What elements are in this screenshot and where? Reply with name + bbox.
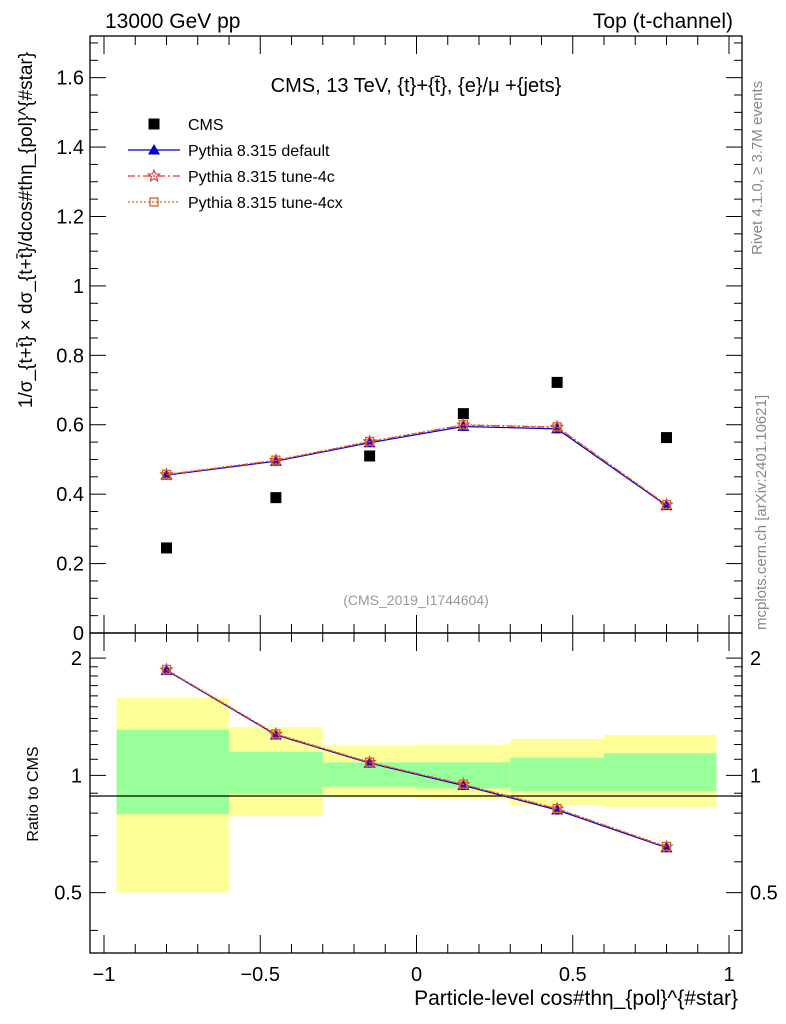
main-point-3-2: [364, 436, 375, 447]
main-ytick-label-4: 0.8: [56, 345, 84, 367]
x-tick-label-3: 0.5: [559, 964, 587, 986]
legend-marker-2: [146, 168, 162, 183]
main-ytick-label-3: 0.6: [56, 415, 84, 437]
main-plot-panel: 0 0.2 0.4 0.6 0.8 1 1.2 1.4 1.6 CMS, 13 TeV, {t}…: [16, 35, 743, 645]
ratio-plot-panel: 0.5 0.5 1 1 2 2 −1 −0.5 0 0.5 1 Ratio to CMS Part…: [25, 632, 778, 1010]
header-right: Top (t-channel): [593, 10, 733, 33]
ratio-point-2-3: [458, 779, 469, 789]
main-marks: [159, 376, 674, 554]
x-tick-label-1: −0.5: [241, 964, 280, 986]
main-point-3-0: [161, 469, 172, 480]
main-watermark: (CMS_2019_I1744604): [343, 592, 489, 608]
main-y-axis-label: 1/σ_{t+t̄} × dσ_{t+t̄}/dcos#thη_{pol}^{#…: [16, 52, 37, 408]
ratio-ytick-label-right-2: 2: [750, 648, 761, 670]
main-series-line-1: [166, 425, 667, 507]
legend-label-1: Pythia 8.315 default: [188, 143, 330, 160]
legend-marker-0: [148, 118, 160, 130]
ratio-band-inner-0: [116, 729, 229, 815]
ratio-band-inner-4: [510, 757, 604, 792]
legend-item-2: Pythia 8.315 tune-4c: [128, 168, 335, 186]
main-ytick-label-5: 1: [73, 276, 84, 298]
rivet-label: Rivet 4.1.0, ≥ 3.7M events: [749, 81, 766, 255]
ratio-point-2-1: [271, 729, 281, 739]
legend-item-0: CMS: [148, 117, 224, 134]
main-ytick-label-0: 0: [73, 623, 84, 645]
main-point-0-1: [270, 492, 282, 504]
ratio-ytick-label-right-1: 1: [750, 765, 761, 787]
ratio-point-2-5: [661, 841, 672, 852]
ratio-y-ticks: 0.5 0.5 1 1 2 2: [54, 648, 778, 931]
ratio-ytick-label-2: 2: [71, 648, 82, 670]
main-point-3-4: [552, 422, 562, 432]
ratio-point-2-4: [552, 803, 562, 814]
ratio-series-line-2: [166, 668, 667, 848]
main-ytick-label-6: 1.2: [56, 206, 84, 228]
main-plot-title: CMS, 13 TeV, {t}+{t̄}, {e}/μ +{jets}: [271, 75, 562, 97]
legend-marker-3: [149, 197, 159, 207]
main-point-0-5: [661, 432, 672, 444]
ratio-uncertainty-bands: [116, 697, 717, 893]
main-y-ticks: 0 0.2 0.4 0.6 0.8 1 1.2 1.4 1.6: [56, 42, 742, 645]
x-tick-label-4: 1: [723, 964, 734, 986]
legend-label-2: Pythia 8.315 tune-4c: [188, 169, 335, 186]
main-ytick-label-8: 1.6: [56, 68, 84, 90]
legend-item-1: Pythia 8.315 default: [128, 143, 330, 160]
main-point-0-3: [457, 408, 469, 420]
ratio-ytick-label-0: 0.5: [54, 883, 82, 905]
ratio-point-2-0: [161, 664, 172, 675]
mcplots-label: mcplots.cern.ch [arXiv:2401.10621]: [753, 395, 770, 630]
main-ytick-label-1: 0.2: [56, 554, 84, 576]
legend-marker-1: [148, 144, 160, 155]
ratio-band-inner-1: [229, 751, 323, 795]
main-ytick-label-2: 0.4: [56, 484, 84, 506]
main-series-line-2: [166, 424, 667, 506]
legend-item-3: Pythia 8.315 tune-4cx: [128, 195, 343, 212]
main-point-3-1: [271, 455, 281, 465]
main-point-3-3: [458, 420, 469, 430]
legend-label-3: Pythia 8.315 tune-4cx: [188, 195, 343, 212]
main-point-0-4: [551, 376, 563, 388]
ratio-series-2: [161, 664, 672, 852]
main-point-0-2: [364, 450, 376, 462]
main-point-0-0: [161, 542, 172, 554]
main-ytick-label-7: 1.4: [56, 137, 84, 159]
header-left: 13000 GeV pp: [105, 10, 240, 33]
x-tick-label-2: 0: [411, 964, 422, 986]
ratio-y-axis-label: Ratio to CMS: [25, 746, 42, 841]
legend: CMS Pythia 8.315 default Pythia 8.315 tune…: [128, 117, 343, 212]
ratio-ytick-label-1: 1: [71, 765, 82, 787]
ratio-marks: [159, 662, 674, 854]
main-series-3: [161, 420, 672, 510]
ratio-band-inner-5: [604, 753, 717, 792]
ratio-ytick-label-right-0: 0.5: [750, 883, 778, 905]
main-x-ticks: [103, 36, 730, 633]
legend-label-0: CMS: [188, 117, 224, 134]
x-axis-label: Particle-level cos#thη_{pol}^{#star}: [414, 987, 738, 1010]
main-series-line-3: [166, 424, 667, 506]
ratio-x-ticks: −1 −0.5 0 0.5 1: [93, 633, 735, 986]
x-tick-label-0: −1: [93, 964, 116, 986]
main-point-3-5: [661, 499, 672, 510]
ratio-point-2-2: [364, 757, 375, 767]
main-series-0: [161, 376, 672, 554]
